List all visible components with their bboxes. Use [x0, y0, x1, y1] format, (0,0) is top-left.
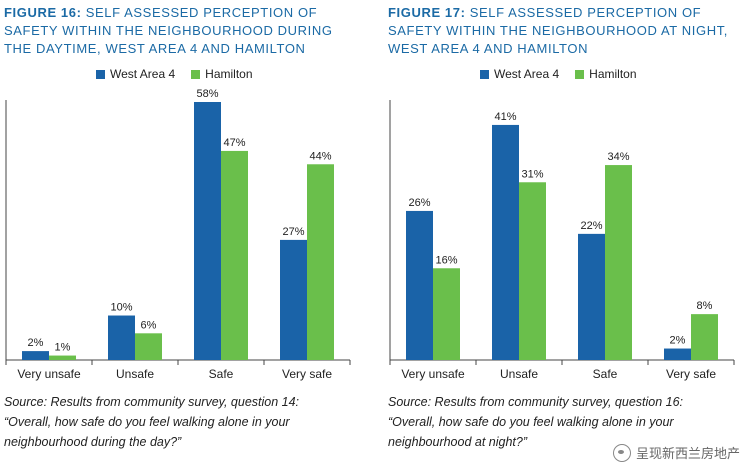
data-label: 22% — [580, 220, 602, 232]
x-tick-label: Unsafe — [116, 367, 154, 381]
x-tick-label: Very safe — [282, 367, 332, 381]
x-tick-label: Unsafe — [500, 367, 538, 381]
data-label: 16% — [435, 254, 457, 266]
data-label: 31% — [521, 168, 543, 180]
bar-hamilton — [307, 164, 334, 360]
source-line: neighbourhood during the day?” — [4, 435, 182, 449]
bar-west-area-4 — [578, 233, 605, 360]
bar-west-area-4 — [280, 239, 307, 360]
data-label: 8% — [697, 300, 713, 312]
x-tick-label: Very unsafe — [401, 367, 465, 381]
data-label: 26% — [408, 197, 430, 209]
bar-west-area-4 — [406, 210, 433, 360]
source-line: Source: Results from community survey, q… — [4, 395, 300, 409]
bar-west-area-4 — [108, 315, 135, 360]
figure-title-text: SELF ASSESSED PERCEPTION OF SAFETY WITHI… — [4, 5, 333, 56]
x-tick-label: Very unsafe — [17, 367, 81, 381]
x-tick-label: Safe — [209, 367, 234, 381]
legend: West Area 4 Hamilton — [96, 67, 263, 81]
legend-label: West Area 4 — [494, 67, 560, 81]
data-label: 27% — [282, 226, 304, 238]
bar-chart-daytime: 2% 1% Very unsafe 10% 6% Unsafe 58% 47% Safe 27% 4… — [5, 88, 351, 381]
bar-hamilton — [433, 268, 460, 360]
legend-swatch-west-area-4 — [480, 69, 489, 79]
watermark: 呈现新西兰房地产 — [612, 443, 740, 462]
bar-hamilton — [135, 333, 162, 360]
data-label: 41% — [494, 111, 516, 123]
bar-west-area-4 — [664, 348, 691, 360]
data-label: 10% — [110, 302, 132, 314]
figure-number: FIGURE 16: — [4, 5, 82, 20]
source-line: neighbourhood at night?” — [388, 435, 528, 449]
bar-hamilton — [519, 182, 546, 360]
data-label: 6% — [141, 319, 157, 331]
source-note: Source: Results from community survey, q… — [388, 392, 738, 452]
legend-swatch-hamilton — [575, 69, 585, 79]
bar-west-area-4 — [194, 102, 221, 360]
figure-number: FIGURE 17: — [388, 5, 466, 20]
legend-label: Hamilton — [589, 67, 637, 81]
legend-label: Hamilton — [205, 67, 253, 81]
figure-16-panel: FIGURE 16: SELF ASSESSED PERCEPTION OF S… — [0, 0, 360, 474]
bar-west-area-4 — [22, 351, 49, 360]
figure-17-panel: FIGURE 17: SELF ASSESSED PERCEPTION OF S… — [384, 0, 744, 474]
data-label: 58% — [196, 88, 218, 100]
data-label: 44% — [309, 150, 331, 162]
bar-west-area-4 — [492, 124, 519, 360]
bar-chart-night: 26% 16% Very unsafe 41% 31% Unsafe 22% 34% Safe 2… — [389, 100, 735, 381]
source-line: “Overall, how safe do you feel walking a… — [388, 415, 674, 429]
data-label: 2% — [28, 337, 44, 349]
bar-hamilton — [605, 165, 632, 360]
bar-hamilton — [221, 150, 248, 360]
figure-title-text: SELF ASSESSED PERCEPTION OF SAFETY WITHI… — [388, 5, 729, 56]
data-label: 2% — [670, 335, 686, 347]
chart-title: FIGURE 17: SELF ASSESSED PERCEPTION OF S… — [388, 4, 738, 58]
data-label: 1% — [55, 342, 71, 354]
data-label: 47% — [223, 137, 245, 149]
legend-item-west-area-4: West Area 4 — [480, 67, 559, 81]
bar-hamilton — [691, 314, 718, 360]
x-tick-label: Very safe — [666, 367, 716, 381]
chart-title: FIGURE 16: SELF ASSESSED PERCEPTION OF S… — [4, 4, 354, 58]
x-tick-label: Safe — [593, 367, 618, 381]
legend-label: West Area 4 — [110, 67, 176, 81]
legend-item-hamilton: Hamilton — [575, 67, 637, 81]
source-line: Source: Results from community survey, q… — [388, 395, 684, 409]
legend-swatch-west-area-4 — [96, 69, 105, 79]
legend-item-hamilton: Hamilton — [191, 67, 253, 81]
data-label: 34% — [607, 151, 629, 163]
watermark-text: 呈现新西兰房地产 — [635, 446, 740, 461]
wechat-icon — [612, 443, 631, 462]
bar-hamilton — [49, 355, 76, 360]
source-line: “Overall, how safe do you feel walking a… — [4, 415, 290, 429]
legend-swatch-hamilton — [191, 69, 201, 79]
legend: West Area 4 Hamilton — [480, 67, 647, 81]
legend-item-west-area-4: West Area 4 — [96, 67, 175, 81]
source-note: Source: Results from community survey, q… — [4, 392, 354, 452]
